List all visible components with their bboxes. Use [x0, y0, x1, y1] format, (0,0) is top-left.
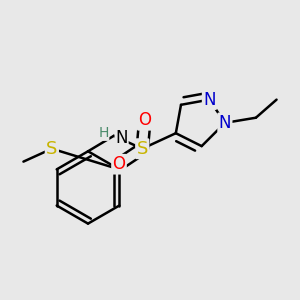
Text: N: N [203, 91, 216, 109]
Text: N: N [219, 114, 231, 132]
Text: H: H [98, 126, 109, 140]
Text: S: S [46, 140, 58, 158]
Text: S: S [136, 140, 148, 158]
Text: O: O [138, 111, 151, 129]
Text: N: N [115, 129, 128, 147]
Text: O: O [112, 155, 125, 173]
